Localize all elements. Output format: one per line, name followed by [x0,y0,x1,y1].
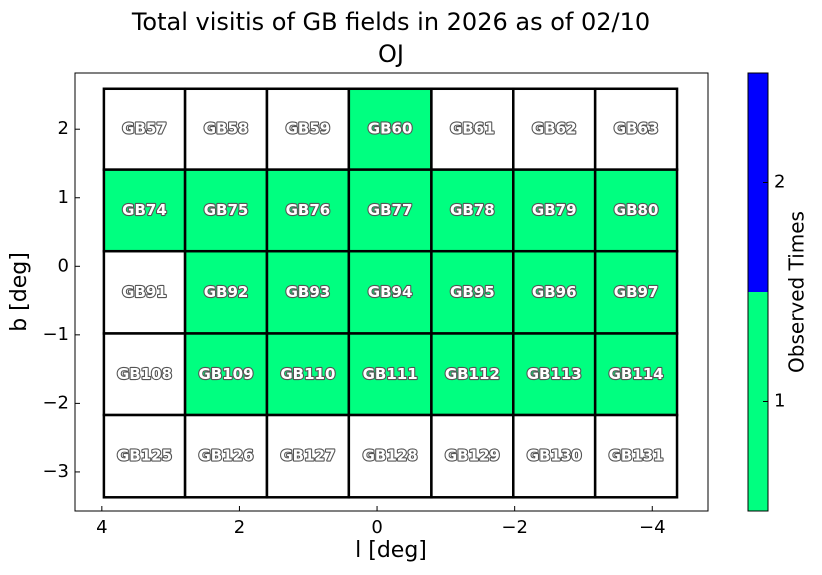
x-tick-label: 0 [371,517,382,538]
field-label: GB58 [204,120,249,138]
x-tick-label: −4 [639,517,666,538]
x-tick-label: 4 [96,517,107,538]
field-label: GB92 [204,283,249,301]
chart-title: Total visitis of GB fields in 2026 as of… [131,8,650,36]
field-label: GB96 [532,283,577,301]
field-label: GB74 [122,201,167,219]
field-label: GB93 [286,283,331,301]
field-label: GB111 [363,365,418,383]
field-label: GB131 [609,447,664,465]
field-label: GB126 [198,447,253,465]
field-cell [102,332,187,417]
field-label: GB78 [450,201,495,219]
field-cell [593,249,679,335]
field-cell [265,249,351,335]
colorbar-tick-label: 1 [774,391,785,412]
colorbar-segment [748,292,768,511]
colorbar-tick-label: 2 [774,172,785,193]
field-label: GB114 [609,365,664,383]
field-cell [102,87,187,171]
field-label: GB76 [286,201,331,219]
field-label: GB95 [450,283,495,301]
y-tick-label: 1 [58,187,69,208]
field-label: GB77 [368,201,413,219]
field-cell [183,332,269,417]
field-cell [265,168,351,253]
field-label: GB128 [363,447,418,465]
field-label: GB62 [532,120,577,138]
x-tick-label: −2 [501,517,528,538]
y-tick-label: 0 [58,255,69,276]
colorbar-segment [748,73,768,292]
field-cell [183,249,269,335]
field-label: GB112 [445,365,500,383]
field-label: GB108 [117,365,172,383]
field-label: GB130 [527,447,582,465]
field-cell [430,249,515,335]
field-label: GB129 [445,447,500,465]
field-cell [512,413,597,499]
field-label: GB80 [614,201,659,219]
colorbar-label: Observed Times [785,211,809,373]
field-label: GB125 [117,447,172,465]
field-label: GB60 [368,120,413,138]
field-label: GB63 [614,120,659,138]
field-cell [512,249,597,335]
field-cell [430,168,515,253]
field-label: GB61 [450,120,495,138]
x-tick-label: 2 [234,517,245,538]
y-tick-label: −3 [42,461,69,482]
field-label: GB91 [122,283,167,301]
field-label: GB110 [280,365,335,383]
field-cell [512,332,597,417]
field-label: GB57 [122,120,167,138]
field-label: GB75 [204,201,249,219]
field-cell [183,87,269,171]
y-tick-label: −2 [42,392,69,413]
field-label: GB113 [527,365,582,383]
chart-subtitle: OJ [378,40,404,68]
field-label: GB59 [286,120,331,138]
field-cell [102,413,187,499]
field-label: GB94 [368,283,413,301]
y-tick-label: 2 [58,118,69,139]
field-cell [102,168,187,253]
field-cell [512,87,597,171]
field-cell [593,413,679,499]
axes-frame [74,72,709,512]
y-tick-label: −1 [42,324,69,345]
field-label: GB109 [198,365,253,383]
field-cell [593,168,679,253]
y-axis-label: b [deg] [7,252,32,332]
field-label: GB127 [280,447,335,465]
field-cell [265,413,351,499]
field-label: GB97 [614,283,659,301]
field-label: GB79 [532,201,577,219]
x-axis-label: l [deg] [355,538,427,563]
colorbar-frame [747,72,769,512]
